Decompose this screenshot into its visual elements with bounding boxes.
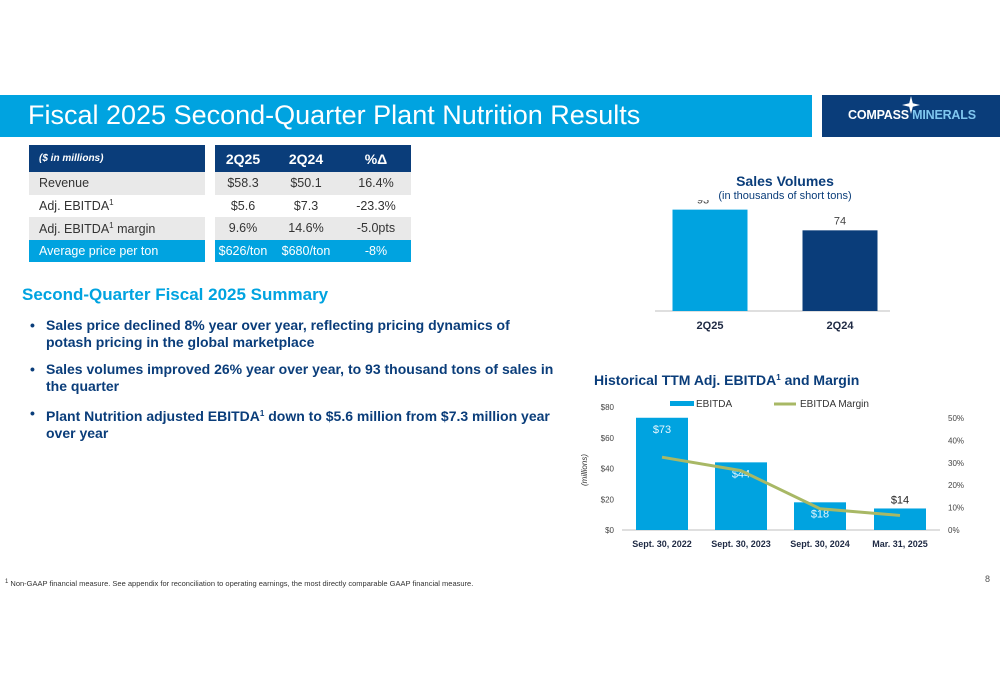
y-tick-label: $60 (601, 434, 615, 443)
ttm-ebitda-chart: $0 $20 $40 $60 $80 0% 10% 20% 30% 40% 50% (millions… (580, 399, 964, 549)
row-value-change: -23.3% (341, 194, 411, 217)
list-item: Sales volumes improved 26% year over yea… (30, 361, 555, 395)
page-number: 8 (985, 574, 991, 584)
data-label: $18 (811, 508, 829, 520)
table-header-label: ($ in millions) (29, 145, 205, 172)
legend-swatch-ebitda (670, 401, 694, 406)
row-value-2q24: $7.3 (271, 194, 341, 217)
y2-tick-label: 40% (948, 436, 964, 445)
y-tick-label: $0 (605, 526, 614, 535)
compass-star-icon (902, 96, 920, 114)
row-value-change: -5.0pts (341, 217, 411, 240)
x-tick-label: Sept. 30, 2023 (711, 539, 771, 549)
sales-volumes-title: Sales Volumes (736, 173, 834, 189)
title-bar: Fiscal 2025 Second-Quarter Plant Nutriti… (0, 95, 812, 137)
ebitda-margin-line (661, 455, 901, 517)
y2-tick-label: 0% (948, 526, 960, 535)
row-value-2q25: $626/ton (215, 239, 271, 262)
row-label: Adj. EBITDA1 margin (29, 217, 205, 240)
ebitda-bar (715, 462, 767, 530)
y-tick-label: $20 (601, 495, 615, 504)
data-label: 93 (697, 200, 709, 207)
table-header-change: %Δ (341, 145, 411, 172)
y-tick-label: $80 (601, 403, 615, 412)
data-label: $14 (891, 494, 909, 506)
sales-volumes-subtitle: (in thousands of short tons) (718, 190, 852, 202)
logo-word-2: MINERALS (912, 108, 976, 122)
row-label: Adj. EBITDA1 (29, 194, 205, 217)
row-value-2q24: $680/ton (271, 239, 341, 262)
summary-title: Second-Quarter Fiscal 2025 Summary (22, 285, 329, 304)
footnote: 1 Non-GAAP financial measure. See append… (5, 579, 474, 588)
y2-tick-label: 10% (948, 504, 964, 513)
page-title: Fiscal 2025 Second-Quarter Plant Nutriti… (28, 100, 641, 130)
data-label: 74 (834, 215, 846, 227)
x-tick-label: Mar. 31, 2025 (872, 539, 928, 549)
row-label: Average price per ton (29, 239, 205, 262)
row-value-2q25: $58.3 (215, 172, 271, 195)
table-row: Revenue $58.3 $50.1 16.4% (29, 172, 411, 195)
x-tick-label: 2Q25 (697, 320, 724, 332)
ebitda-bar (874, 508, 926, 530)
legend-label-margin: EBITDA Margin (800, 399, 869, 410)
bar-2q25 (672, 209, 748, 311)
x-tick-label: 2Q24 (827, 320, 855, 332)
table-header-2q25: 2Q25 (215, 145, 271, 172)
list-item: Sales price declined 8% year over year, … (30, 317, 555, 351)
table-row: Average price per ton $626/ton $680/ton … (29, 239, 411, 262)
table-row: Adj. EBITDA1 $5.6 $7.3 -23.3% (29, 194, 411, 217)
ebitda-bar (636, 417, 688, 530)
y2-tick-label: 20% (948, 481, 964, 490)
y2-tick-label: 50% (948, 414, 964, 423)
legend-label-ebitda: EBITDA (696, 399, 732, 410)
table-row: Adj. EBITDA1 margin 9.6% 14.6% -5.0pts (29, 217, 411, 240)
results-table: ($ in millions) 2Q25 2Q24 %Δ Revenue $58… (29, 145, 411, 262)
table-header-row: ($ in millions) 2Q25 2Q24 %Δ (29, 145, 411, 172)
row-value-2q25: 9.6% (215, 217, 271, 240)
row-value-change: -8% (341, 239, 411, 262)
x-tick-label: Sept. 30, 2024 (790, 539, 850, 549)
y2-tick-label: 30% (948, 459, 964, 468)
y-tick-label: $40 (601, 465, 615, 474)
list-item: Plant Nutrition adjusted EBITDA1 down to… (30, 405, 555, 442)
row-value-2q24: 14.6% (271, 217, 341, 240)
row-value-change: 16.4% (341, 172, 411, 195)
logo-word-1: COMPASS (848, 108, 909, 122)
sales-volumes-chart: 93 2Q25 74 2Q24 (655, 200, 890, 332)
y-axis-label: (millions) (580, 454, 589, 486)
data-label: $73 (653, 424, 671, 436)
logo-wordmark: COMPASS MINERALS (848, 108, 976, 122)
x-tick-label: Sept. 30, 2022 (632, 539, 692, 549)
company-logo: COMPASS MINERALS (822, 95, 1000, 137)
ebitda-bar (794, 502, 846, 530)
ttm-chart-title: Historical TTM Adj. EBITDA1 and Margin (594, 372, 860, 388)
bar-2q24 (802, 230, 878, 311)
row-label: Revenue (29, 172, 205, 195)
summary-bullets: Sales price declined 8% year over year, … (30, 317, 555, 452)
row-value-2q25: $5.6 (215, 194, 271, 217)
row-value-2q24: $50.1 (271, 172, 341, 195)
table-header-2q24: 2Q24 (271, 145, 341, 172)
